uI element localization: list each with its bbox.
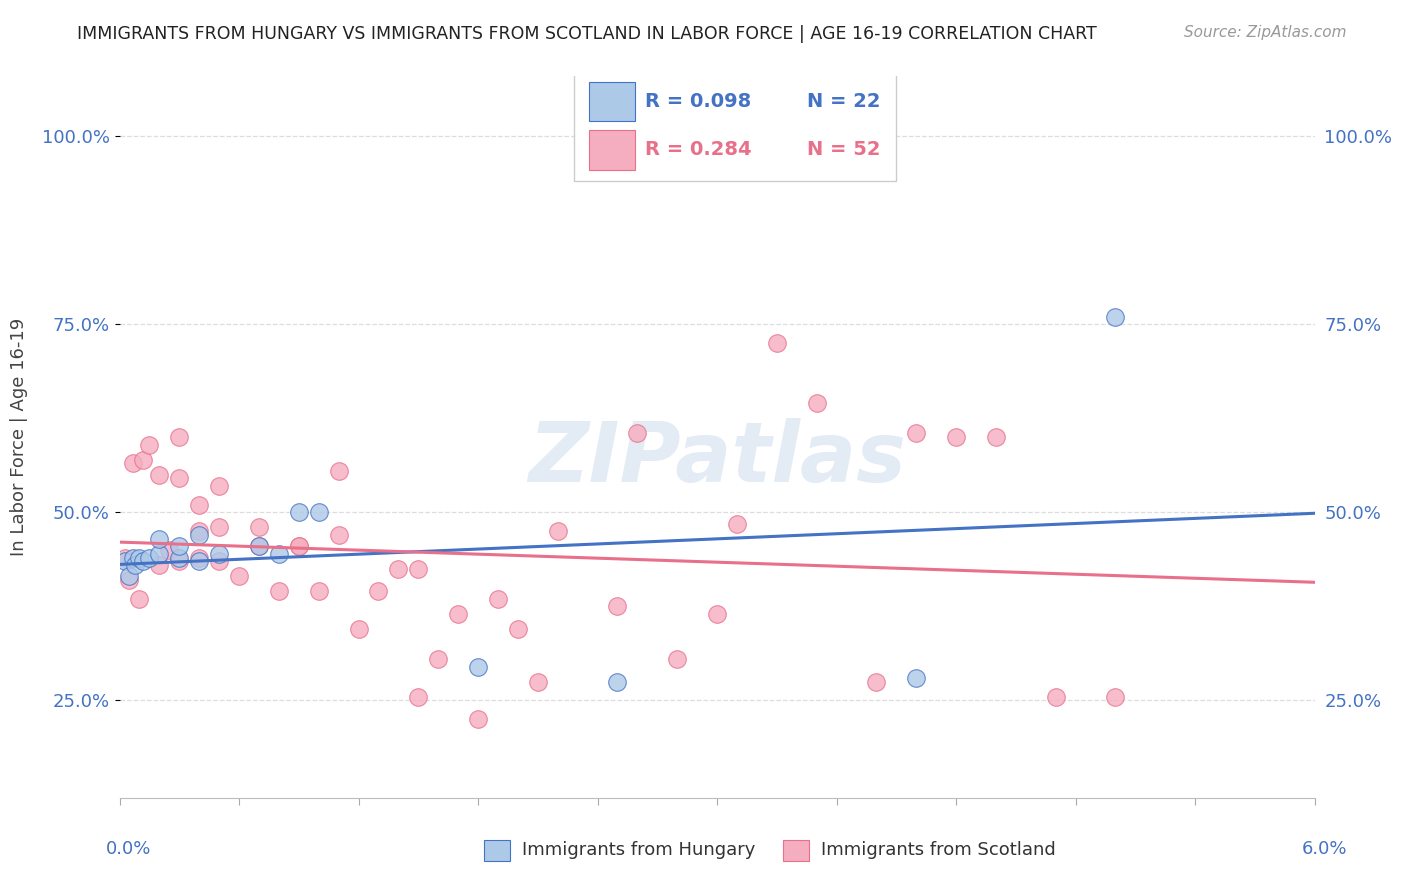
Point [148,547,170,561]
Y-axis label: In Labor Force | Age 16-19: In Labor Force | Age 16-19 [10,318,28,557]
Bar [589,81,634,121]
Point [247,520,270,534]
Point [527,674,550,689]
Text: N = 22: N = 22 [807,92,880,111]
Text: Source: ZipAtlas.com: Source: ZipAtlas.com [1184,25,1347,40]
Point [328,528,350,542]
Point [347,622,370,636]
Point [132,554,155,568]
Point [606,674,628,689]
Point [427,652,450,666]
Point [506,622,529,636]
Point [247,539,270,553]
Text: 0.0%: 0.0% [105,840,150,858]
Point [208,520,231,534]
Point [169,550,191,565]
Bar [484,839,510,861]
Point [308,584,330,599]
Point [188,498,211,512]
Point [169,471,191,485]
Point [138,550,160,565]
Point [148,467,170,482]
Point [288,539,311,553]
Point [247,539,270,553]
Point [157,543,180,558]
Point [118,573,141,587]
Point [447,607,470,621]
Point [169,430,191,444]
Point [114,550,136,565]
Point [1104,690,1126,704]
Point [387,562,409,576]
Point [122,550,145,565]
Point [467,659,489,673]
Point [408,690,430,704]
Point [1045,690,1067,704]
Point [288,539,311,553]
Text: IMMIGRANTS FROM HUNGARY VS IMMIGRANTS FROM SCOTLAND IN LABOR FORCE | AGE 16-19 C: IMMIGRANTS FROM HUNGARY VS IMMIGRANTS FR… [77,25,1097,43]
Point [865,674,887,689]
Point [626,426,648,441]
Point [288,505,311,519]
Point [114,554,136,568]
Point [124,558,146,572]
Point [806,396,828,410]
Point [148,532,170,546]
Point [905,671,928,685]
Point [706,607,728,621]
Point [267,547,290,561]
Point [945,430,967,444]
Point [1104,310,1126,324]
Text: ZIPatlas: ZIPatlas [529,418,905,500]
Point [766,336,789,351]
Point [188,554,211,568]
Point [905,426,928,441]
Text: R = 0.098: R = 0.098 [645,92,752,111]
Point [118,569,141,583]
Point [132,452,155,467]
Text: R = 0.284: R = 0.284 [645,140,752,160]
Point [122,457,145,471]
Point [984,430,1007,444]
Point [188,524,211,538]
Point [267,584,290,599]
Text: N = 52: N = 52 [807,140,880,160]
Point [208,479,231,493]
Text: 6.0%: 6.0% [1302,840,1347,858]
Point [188,550,211,565]
Point [208,547,231,561]
Point [367,584,389,599]
Point [169,554,191,568]
Point [128,550,150,565]
Point [328,464,350,478]
FancyBboxPatch shape [574,69,897,180]
Text: Immigrants from Scotland: Immigrants from Scotland [821,841,1056,859]
Point [148,558,170,572]
Point [228,569,250,583]
Text: Immigrants from Hungary: Immigrants from Hungary [522,841,755,859]
Point [606,599,628,614]
Point [188,528,211,542]
Point [408,562,430,576]
Point [128,591,150,606]
Point [467,712,489,726]
Point [547,524,569,538]
Point [208,554,231,568]
Bar [589,130,634,169]
Point [138,437,160,451]
Point [308,505,330,519]
Point [725,516,748,531]
Point [169,539,191,553]
Point [666,652,689,666]
Bar [783,839,808,861]
Point [486,591,509,606]
